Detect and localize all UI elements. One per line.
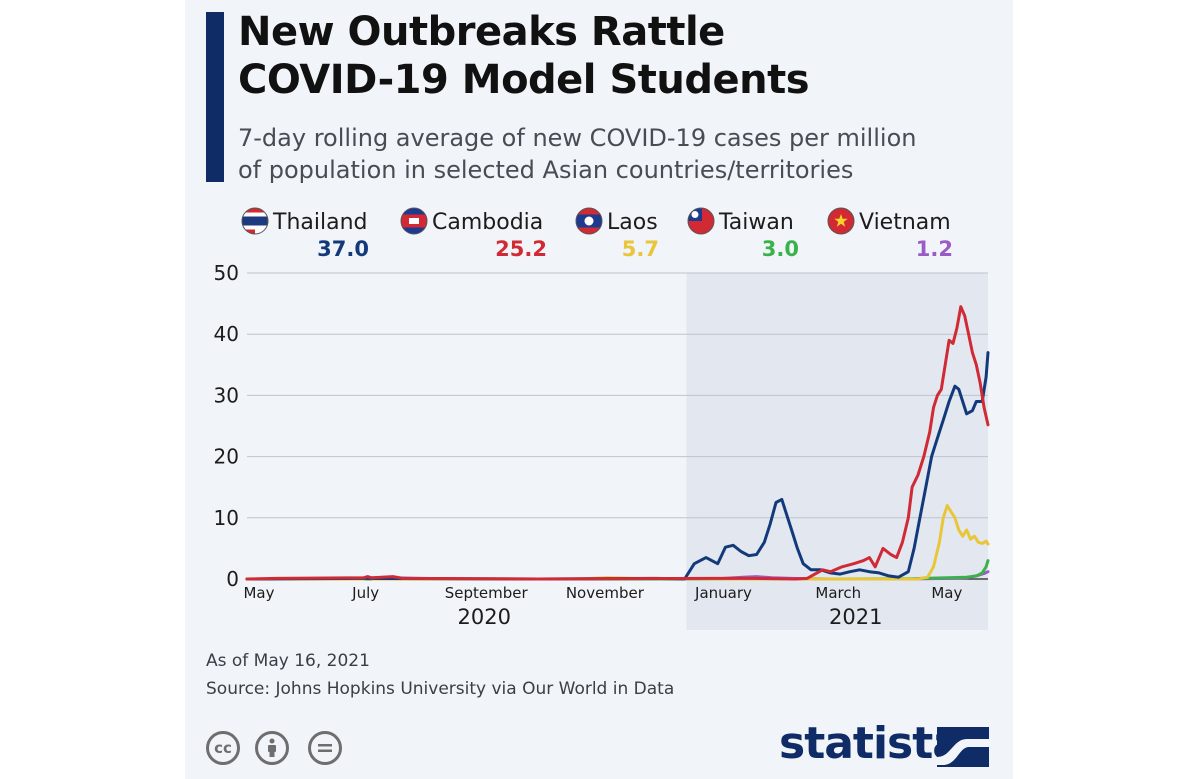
cambodia-flag-icon — [400, 207, 428, 235]
subtitle-line-1: 7-day rolling average of new COVID-19 ca… — [238, 124, 917, 152]
chart-subtitle: 7-day rolling average of new COVID-19 ca… — [238, 122, 998, 186]
vietnam-flag-icon — [827, 207, 855, 235]
infographic-card: New Outbreaks Rattle COVID-19 Model Stud… — [185, 0, 1013, 779]
legend-value-taiwan: 3.0 — [762, 237, 799, 261]
x-tick-november-3: November — [566, 584, 645, 602]
legend-value-vietnam: 1.2 — [916, 237, 953, 261]
statista-logo-icon — [937, 727, 989, 767]
statista-logo-text: statista — [779, 718, 962, 769]
x-tick-may-0: May — [243, 584, 274, 602]
legend-value-thailand: 37.0 — [317, 237, 369, 261]
legend-item-laos: Laos 5.7 — [575, 207, 659, 261]
y-tick-10: 10 — [214, 506, 239, 530]
y-tick-20: 20 — [214, 445, 239, 469]
attribution-icon — [255, 731, 289, 765]
legend-label-cambodia: Cambodia — [432, 210, 543, 235]
line-chart: 0 10 20 30 40 50 May July September November Janu… — [214, 207, 990, 630]
title-line-2: COVID-19 Model Students — [238, 57, 810, 103]
title-line-1: New Outbreaks Rattle — [238, 9, 725, 55]
legend: Thailand 37.0 Cambodia 25.2 — [241, 207, 953, 261]
legend-value-cambodia: 25.2 — [495, 237, 547, 261]
shaded-period-2021 — [686, 273, 988, 630]
x-tick-january-4: January — [694, 584, 752, 602]
y-tick-50: 50 — [214, 261, 239, 285]
laos-flag-icon — [575, 207, 603, 235]
year-label-2021: 2021 — [829, 605, 882, 629]
series-line-thailand — [245, 351, 990, 581]
y-tick-40: 40 — [214, 322, 239, 346]
year-label-2020: 2020 — [458, 605, 511, 629]
legend-item-thailand: Thailand 37.0 — [241, 207, 369, 261]
legend-value-laos: 5.7 — [622, 237, 659, 261]
x-tick-july-1: July — [351, 584, 379, 602]
legend-item-cambodia: Cambodia 25.2 — [400, 207, 547, 261]
source-note: Source: Johns Hopkins University via Our… — [206, 679, 675, 699]
series-lines — [245, 305, 990, 581]
chart-title: New Outbreaks Rattle COVID-19 Model Stud… — [238, 8, 810, 104]
legend-label-laos: Laos — [607, 210, 658, 235]
legend-label-vietnam: Vietnam — [859, 210, 951, 235]
legend-label-taiwan: Taiwan — [718, 210, 794, 235]
x-tick-march-5: March — [815, 584, 861, 602]
legend-item-taiwan: Taiwan 3.0 — [687, 207, 799, 261]
series-line-cambodia — [245, 305, 990, 581]
taiwan-flag-icon — [687, 207, 715, 235]
x-tick-may-6: May — [931, 584, 962, 602]
year-labels: 2020 2021 — [458, 605, 883, 629]
x-tick-september-2: September — [445, 584, 529, 602]
as-of-date: As of May 16, 2021 — [206, 651, 370, 671]
legend-item-vietnam: Vietnam 1.2 — [827, 207, 953, 261]
y-tick-0: 0 — [226, 567, 239, 591]
x-axis-ticks: May July September November January March May — [243, 584, 962, 602]
legend-label-thailand: Thailand — [272, 210, 367, 235]
thailand-flag-icon — [241, 207, 269, 235]
no-derivatives-icon — [308, 731, 342, 765]
title-accent-bar — [206, 12, 224, 182]
cc-icon: cc — [206, 731, 240, 765]
subtitle-line-2: of population in selected Asian countrie… — [238, 156, 854, 184]
y-tick-30: 30 — [214, 383, 239, 407]
y-axis-ticks: 0 10 20 30 40 50 — [214, 261, 239, 591]
